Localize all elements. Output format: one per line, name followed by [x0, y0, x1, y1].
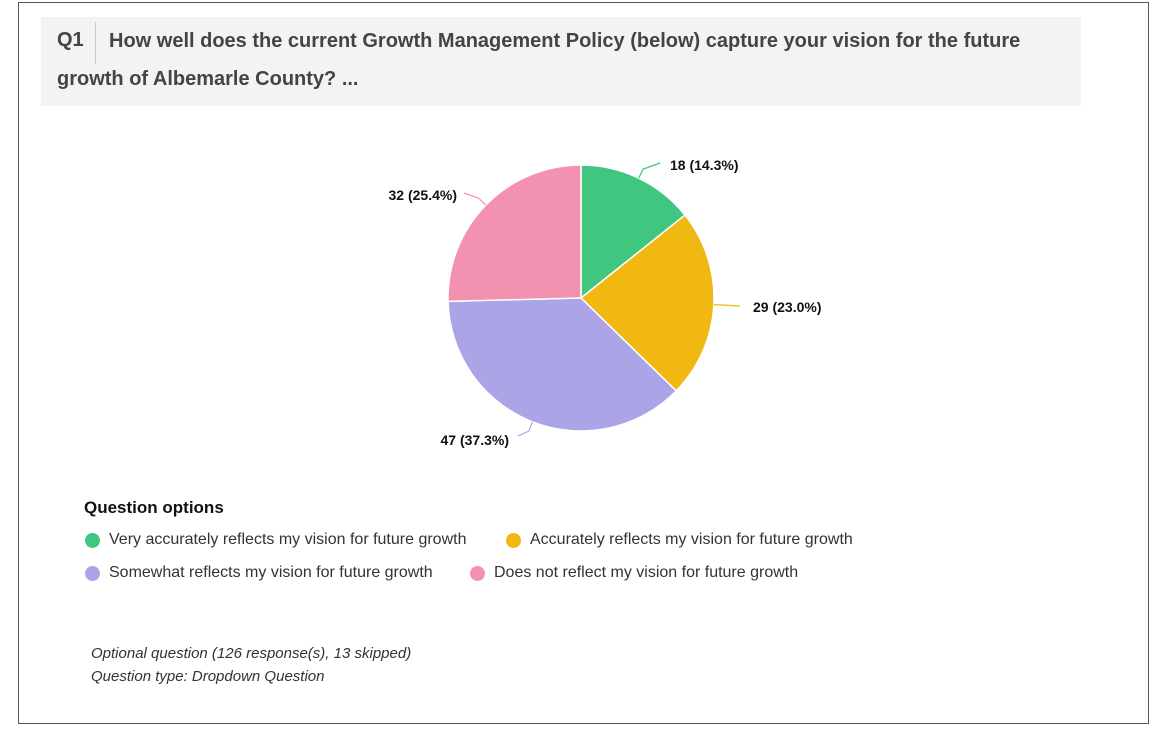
question-type-note: Question type: Dropdown Question — [91, 668, 325, 685]
response-count-note: Optional question (126 response(s), 13 s… — [91, 645, 412, 662]
pie-slice-1 — [580, 164, 687, 300]
legend-item-very-accurately: Very accurately reflects my vision for f… — [85, 531, 466, 549]
data-label-2: 29 (23.0%) — [753, 299, 821, 315]
question-number-divider — [95, 22, 96, 64]
legend-item-accurately: Accurately reflects my vision for future… — [506, 531, 853, 549]
leader-line-3 — [517, 421, 533, 437]
legend-swatch-purple — [85, 565, 100, 581]
legend-swatch-yellow — [506, 532, 521, 548]
legend-item-somewhat: Somewhat reflects my vision for future g… — [85, 564, 433, 582]
legend-item-does-not: Does not reflect my vision for future gr… — [470, 564, 798, 582]
question-number: Q1 — [57, 29, 84, 51]
data-label-3: 47 (37.3%) — [441, 432, 509, 448]
pie-chart: 18 (14.3%) 29 (23.0%) 47 (37.3%) 32 (25.4%) — [389, 157, 822, 448]
pie-slice-3 — [447, 297, 678, 432]
legend-label: Somewhat reflects my vision for future g… — [109, 564, 433, 581]
leader-line-4 — [463, 192, 487, 206]
leader-line-2 — [713, 304, 741, 307]
leader-line-1 — [638, 162, 661, 179]
question-text: How well does the current Growth Managem… — [57, 30, 1021, 90]
legend-label: Does not reflect my vision for future gr… — [494, 564, 799, 581]
data-label-1: 18 (14.3%) — [670, 157, 738, 173]
question-header: Q1 How well does the current Growth Mana… — [41, 17, 1081, 106]
legend-title: Question options — [84, 498, 224, 517]
legend-swatch-pink — [470, 565, 485, 581]
legend-label: Accurately reflects my vision for future… — [530, 531, 853, 548]
legend-swatch-green — [85, 532, 100, 548]
pie-slice-2 — [579, 214, 715, 392]
legend-label: Very accurately reflects my vision for f… — [109, 531, 467, 548]
pie-slice-4 — [447, 164, 582, 303]
data-label-4: 32 (25.4%) — [389, 187, 457, 203]
